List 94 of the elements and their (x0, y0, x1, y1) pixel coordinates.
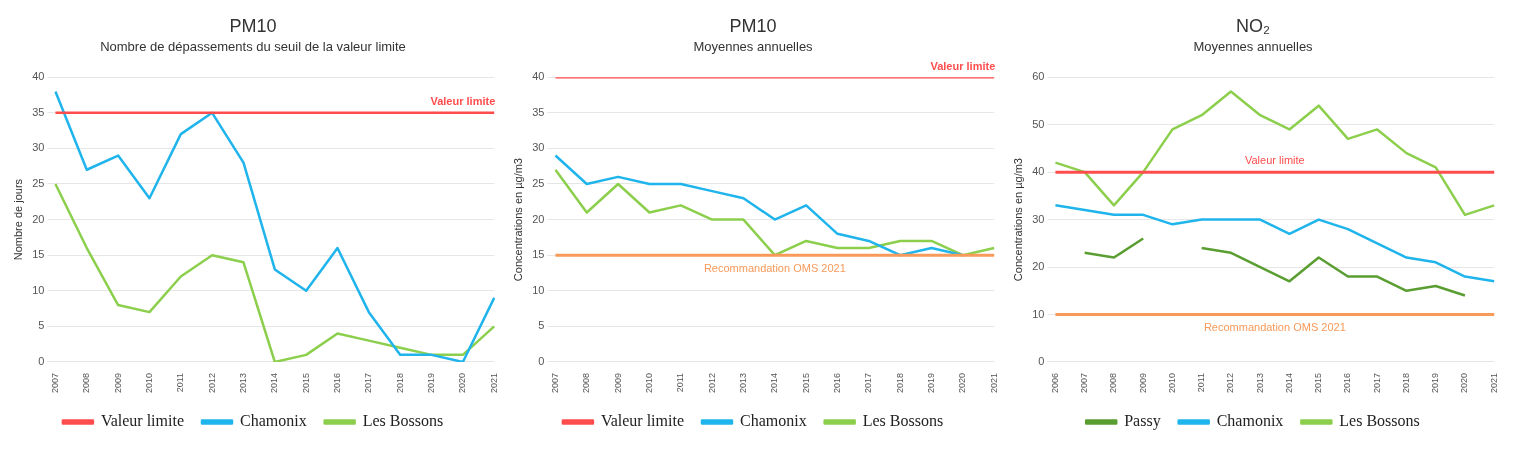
x-tick-label: 2016 (331, 372, 342, 394)
y-tick-label: 30 (1032, 212, 1045, 225)
x-tick-label: 2014 (269, 372, 280, 394)
y-tick-label: 0 (1038, 355, 1045, 368)
x-tick-label: 2012 (206, 372, 217, 394)
chart-subtitle: Nombre de dépassements du seuil de la valeur limite (100, 38, 406, 54)
chart-title: PM10 (729, 15, 777, 36)
x-tick-label: 2011 (175, 372, 186, 393)
x-tick-label: 2008 (1108, 372, 1119, 394)
x-tick-label: 2020 (957, 372, 968, 394)
y-tick-label: 5 (38, 319, 45, 332)
annotation: Valeur limite (930, 59, 996, 72)
ref-line-label: Recommandation OMS 2021 (703, 261, 846, 274)
x-tick-label: 2007 (1079, 372, 1090, 394)
y-tick-label: 40 (32, 70, 45, 83)
y-tick-label: 40 (532, 70, 545, 83)
y-tick-label: 15 (32, 248, 45, 261)
x-tick-label: 2020 (457, 372, 468, 394)
x-tick-label: 2010 (1166, 372, 1177, 394)
x-tick-label: 2016 (1342, 372, 1353, 394)
x-tick-label: 2015 (1313, 372, 1324, 394)
x-tick-label: 2007 (549, 372, 560, 394)
x-tick-label: 2019 (926, 372, 936, 394)
legend-label: Valeur limite (600, 412, 684, 430)
chart-subtitle: Moyennes annuelles (1193, 38, 1314, 54)
y-tick-label: 50 (1032, 117, 1045, 130)
x-tick-label: 2014 (1283, 372, 1294, 394)
legend-label: Les Bossons (1339, 412, 1420, 430)
x-tick-label: 2013 (237, 372, 248, 394)
y-tick-label: 20 (1032, 260, 1045, 273)
x-tick-label: 2019 (426, 372, 436, 394)
chart-subtitle: Moyennes annuelles (693, 38, 814, 54)
x-tick-label: 2013 (737, 372, 748, 394)
legend-label: Valeur limite (100, 412, 184, 430)
annotation: Valeur limite (430, 95, 496, 108)
y-tick-label: 40 (1032, 165, 1045, 178)
x-tick-label: 2010 (643, 372, 654, 394)
y-tick-label: 10 (32, 283, 45, 296)
x-tick-label: 2012 (706, 372, 717, 394)
x-tick-label: 2021 (1488, 372, 1499, 394)
x-tick-label: 2007 (49, 372, 60, 394)
x-tick-label: 2018 (894, 372, 905, 394)
y-tick-label: 10 (1032, 307, 1045, 320)
x-tick-label: 2017 (863, 372, 874, 394)
y-tick-label: 35 (32, 105, 45, 118)
y-tick-label: 30 (32, 141, 45, 154)
ref-line-label: Recommandation OMS 2021 (1203, 321, 1346, 334)
x-tick-label: 2019 (1430, 372, 1441, 394)
y-tick-label: 10 (532, 283, 545, 296)
y-tick-label: 30 (532, 141, 545, 154)
x-tick-label: 2018 (1400, 372, 1411, 394)
x-tick-label: 2016 (831, 372, 842, 394)
ref-line-label: Valeur limite (1244, 153, 1305, 166)
x-tick-label: 2020 (1459, 372, 1470, 394)
y-axis-title: Concentrations en µg/m3 (1011, 158, 1024, 282)
x-tick-label: 2021 (988, 372, 999, 394)
x-tick-label: 2009 (112, 372, 123, 394)
x-tick-label: 2009 (1137, 372, 1148, 394)
x-tick-label: 2017 (363, 372, 374, 394)
x-tick-label: 2018 (394, 372, 405, 394)
legend-label: Chamonix (1216, 412, 1284, 430)
x-tick-label: 2015 (300, 372, 311, 394)
y-tick-label: 60 (1032, 70, 1045, 83)
y-tick-label: 25 (32, 177, 45, 190)
x-tick-label: 2011 (675, 372, 686, 393)
x-tick-label: 2012 (1225, 372, 1236, 394)
x-tick-label: 2014 (769, 372, 780, 394)
x-tick-label: 2015 (800, 372, 811, 394)
x-tick-label: 2006 (1049, 372, 1060, 394)
legend-label: Les Bossons (362, 412, 444, 430)
x-tick-label: 2013 (1254, 372, 1265, 394)
chart-title: NO₂ (1236, 15, 1270, 36)
x-tick-label: 2009 (612, 372, 623, 394)
x-tick-label: 2008 (81, 372, 92, 394)
legend-label: Chamonix (739, 412, 807, 430)
y-tick-label: 25 (532, 177, 545, 190)
x-tick-label: 2017 (1371, 372, 1382, 394)
legend-label: Passy (1124, 412, 1161, 431)
y-tick-label: 20 (32, 212, 45, 225)
legend-label: Chamonix (239, 412, 307, 430)
y-tick-label: 0 (538, 355, 545, 368)
x-tick-label: 2008 (581, 372, 592, 394)
x-tick-label: 2010 (143, 372, 154, 394)
x-tick-label: 2011 (1196, 372, 1207, 393)
y-axis-title: Nombre de jours (11, 178, 24, 261)
y-tick-label: 0 (38, 355, 45, 368)
x-tick-label: 2021 (488, 372, 499, 394)
chart-title: PM10 (229, 15, 277, 36)
legend-label: Les Bossons (862, 412, 944, 430)
y-tick-label: 5 (538, 319, 545, 332)
y-tick-label: 35 (532, 105, 545, 118)
y-axis-title: Concentrations en µg/m3 (511, 158, 524, 282)
y-tick-label: 15 (532, 248, 545, 261)
y-tick-label: 20 (532, 212, 545, 225)
